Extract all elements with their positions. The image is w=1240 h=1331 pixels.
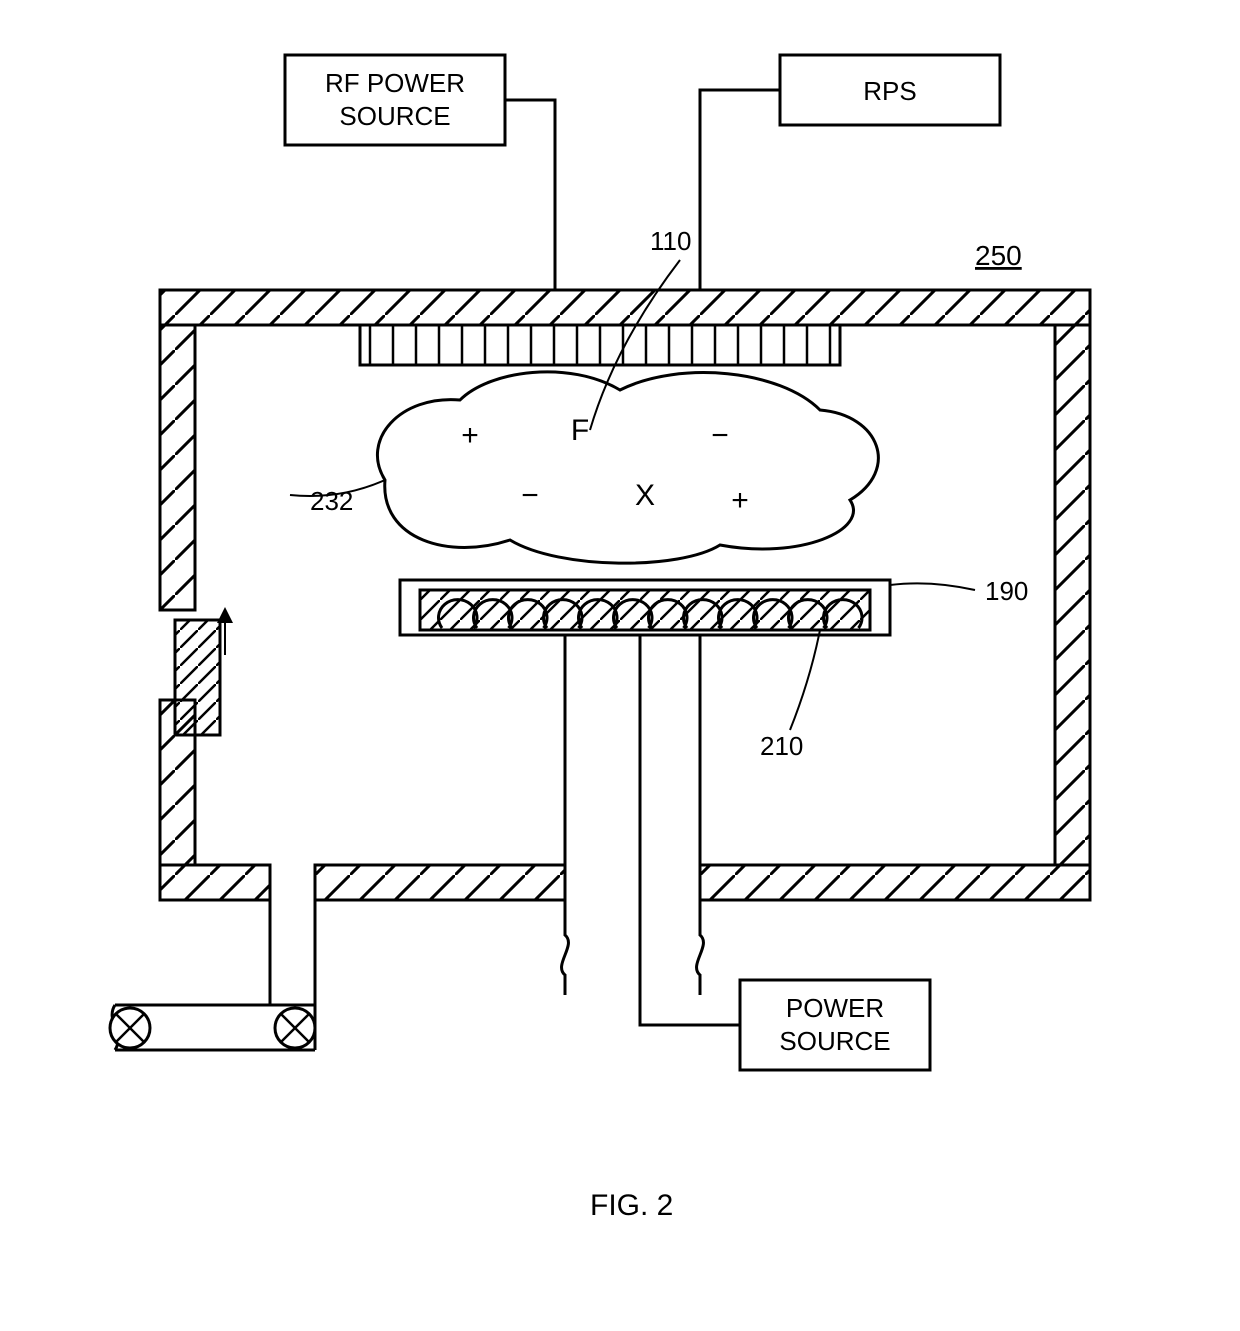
pedestal: 190 210 [400, 576, 1028, 995]
wire-rf-to-shower [505, 100, 555, 290]
rf-power-source-box-label: SOURCE [339, 101, 450, 131]
rps-box-label: RPS [863, 76, 916, 106]
wire-heater-to-powersource [640, 630, 740, 1025]
plasma-symbol-2: − [711, 419, 729, 452]
figure-label: FIG. 2 [590, 1189, 673, 1222]
pedestal-heater [420, 590, 870, 630]
plasma-symbol-1: F [571, 414, 589, 447]
leader-210 [790, 630, 820, 730]
plasma-cloud-outline [377, 372, 878, 563]
rf-power-source-box: RF POWERSOURCE [285, 55, 505, 145]
rps-box: RPS [780, 55, 1000, 125]
plasma-symbol-0: + [461, 419, 479, 452]
plasma-symbol-4: X [635, 479, 655, 512]
wire-rps-to-shower [700, 90, 780, 290]
showerhead [360, 325, 840, 365]
label-210: 210 [760, 731, 803, 761]
label-110: 110 [650, 226, 691, 256]
rf-power-source-box-label: RF POWER [325, 68, 465, 98]
power-source-box-label: POWER [786, 993, 884, 1023]
plasma-symbol-3: − [521, 479, 539, 512]
label-232: 232 [310, 486, 353, 516]
leader-190 [890, 583, 975, 590]
power-source-box: POWERSOURCE [740, 980, 930, 1070]
chamber-ref-250: 250 [975, 240, 1022, 271]
label-190: 190 [985, 576, 1028, 606]
power-source-box-label: SOURCE [779, 1026, 890, 1056]
plasma-cloud: +F−−X+110232 [290, 226, 878, 563]
plasma-symbol-5: + [731, 484, 749, 517]
exhaust [110, 900, 315, 1050]
door [175, 615, 225, 735]
